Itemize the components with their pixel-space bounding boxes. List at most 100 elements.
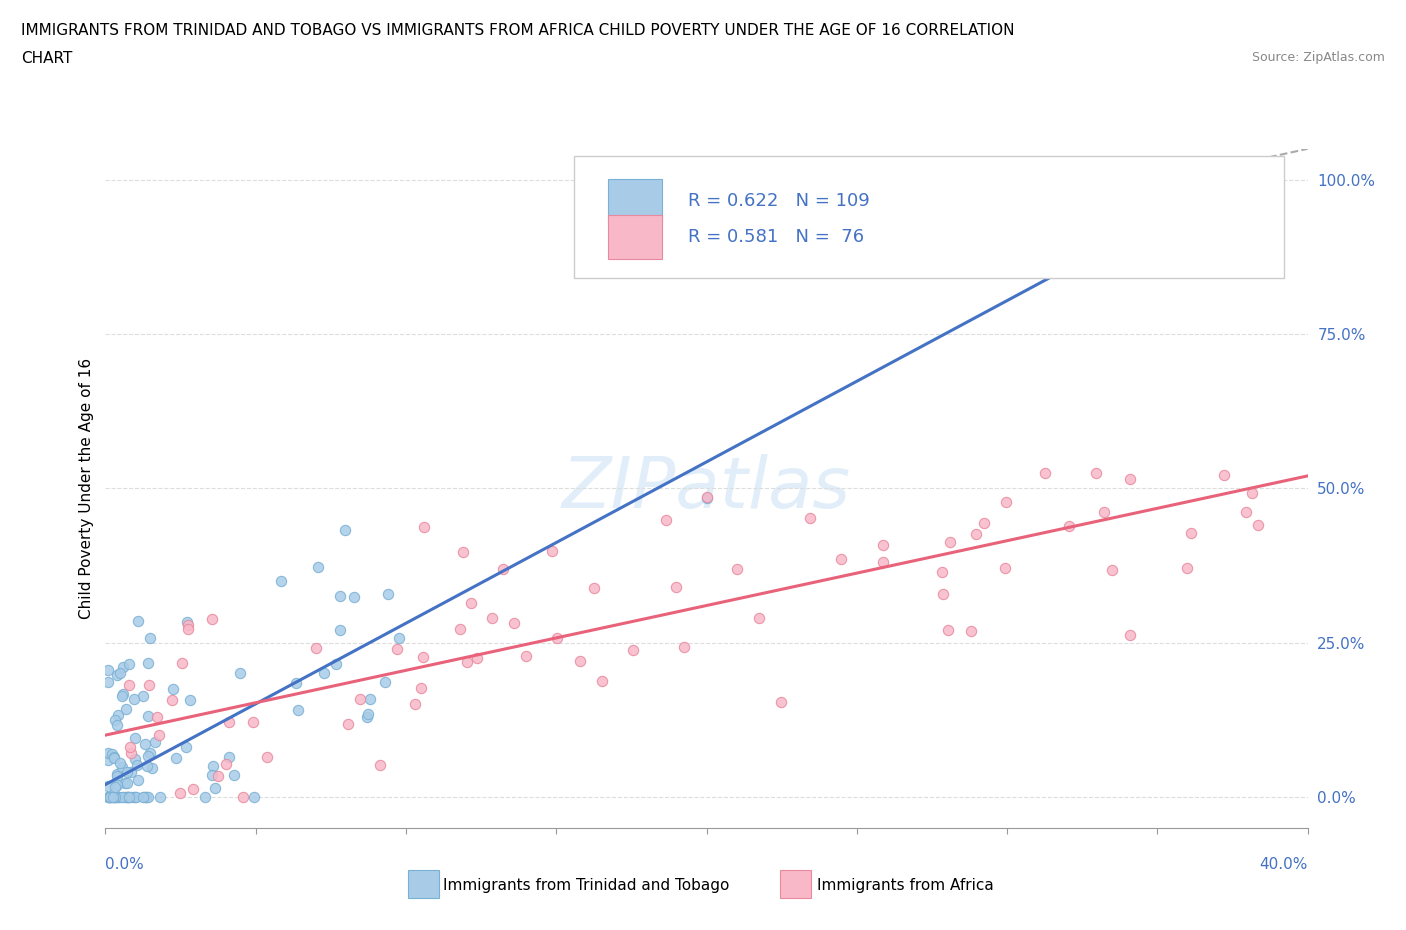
Point (114, 776, 136, 790)
Point (654, 512, 676, 527)
Point (176, 614, 198, 629)
Point (105, 790, 128, 804)
Point (120, 746, 142, 761)
Point (135, 790, 157, 804)
Point (97, 790, 120, 804)
Point (204, 780, 226, 795)
Point (104, 790, 127, 804)
Point (872, 538, 894, 552)
Point (124, 751, 146, 766)
Point (149, 790, 172, 804)
Point (1180, 525, 1202, 540)
Point (97, 790, 120, 804)
Point (936, 622, 959, 637)
Bar (607, 215, 662, 259)
Point (111, 688, 134, 703)
Point (136, 749, 159, 764)
Point (1175, 561, 1198, 576)
Point (110, 756, 132, 771)
Point (284, 675, 307, 690)
Point (546, 631, 568, 645)
Point (465, 651, 488, 666)
Point (118, 790, 141, 804)
Point (349, 691, 371, 706)
Point (135, 759, 157, 774)
Point (305, 641, 328, 656)
Point (232, 790, 254, 804)
Point (115, 701, 138, 716)
Point (125, 790, 148, 804)
Point (138, 678, 160, 693)
Point (451, 545, 474, 560)
Point (207, 768, 229, 783)
Point (481, 610, 503, 625)
Point (229, 666, 252, 681)
Point (1213, 468, 1236, 483)
Point (124, 790, 146, 804)
Point (492, 562, 515, 577)
Point (1234, 504, 1257, 519)
Text: R = 0.622   N = 109: R = 0.622 N = 109 (689, 193, 870, 210)
Point (105, 718, 128, 733)
Point (357, 707, 380, 722)
Point (404, 697, 426, 711)
Point (569, 654, 592, 669)
Point (725, 562, 748, 577)
Point (117, 790, 139, 804)
Text: Source: ZipAtlas.com: Source: ZipAtlas.com (1251, 51, 1385, 64)
Point (103, 712, 125, 727)
Point (673, 640, 696, 655)
Text: 40.0%: 40.0% (1260, 857, 1308, 872)
Point (456, 655, 478, 670)
Bar (607, 179, 662, 223)
Point (541, 543, 564, 558)
FancyBboxPatch shape (574, 155, 1284, 278)
Point (242, 714, 264, 729)
Text: Immigrants from Trinidad and Tobago: Immigrants from Trinidad and Tobago (443, 878, 730, 893)
Point (449, 621, 471, 636)
Point (748, 611, 770, 626)
Point (111, 759, 134, 774)
Point (1092, 504, 1115, 519)
Point (105, 777, 128, 792)
Point (256, 750, 278, 764)
Point (994, 494, 1017, 509)
Point (103, 790, 125, 804)
Point (97, 790, 120, 804)
Point (174, 740, 197, 755)
Text: 0.0%: 0.0% (105, 857, 145, 872)
Point (120, 739, 142, 754)
Point (97, 778, 120, 793)
Point (412, 649, 434, 664)
Point (995, 246, 1018, 261)
Point (127, 613, 149, 628)
Y-axis label: Child Poverty Under the Age of 16: Child Poverty Under the Age of 16 (79, 358, 94, 618)
Point (121, 790, 143, 804)
Point (166, 751, 188, 766)
Point (515, 649, 537, 664)
Text: ZIPatlas: ZIPatlas (562, 454, 851, 523)
Point (127, 758, 149, 773)
Point (242, 790, 264, 804)
Point (170, 656, 193, 671)
Point (100, 746, 122, 761)
Point (201, 767, 224, 782)
Point (101, 790, 124, 804)
Text: CHART: CHART (21, 51, 73, 66)
Point (1101, 563, 1123, 578)
Point (139, 631, 162, 645)
Point (100, 790, 122, 804)
Point (111, 790, 134, 804)
Point (107, 707, 129, 722)
Point (830, 551, 852, 566)
Point (97, 674, 120, 689)
Point (100, 790, 122, 804)
Point (127, 773, 149, 788)
Point (139, 746, 162, 761)
Point (623, 643, 645, 658)
Point (222, 767, 245, 782)
Point (965, 527, 987, 542)
Point (307, 560, 329, 575)
Point (104, 790, 127, 804)
Point (117, 790, 139, 804)
